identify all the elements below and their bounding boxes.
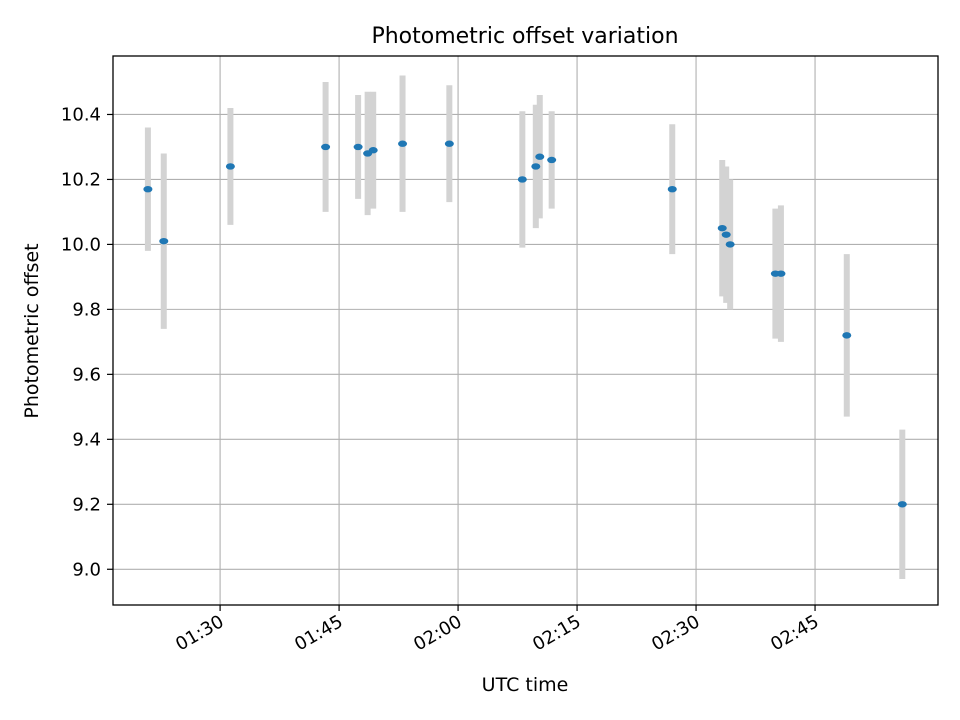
data-points — [143, 140, 907, 508]
data-point — [353, 143, 363, 151]
x-axis-label: UTC time — [482, 674, 569, 696]
data-point — [143, 185, 153, 193]
data-point — [517, 176, 527, 183]
data-point — [717, 224, 727, 232]
y-tick-label: 9.8 — [72, 299, 101, 320]
data-point — [159, 237, 169, 245]
data-point — [321, 143, 331, 151]
data-point — [725, 241, 735, 248]
y-tick-label: 9.4 — [72, 429, 101, 450]
data-point — [368, 147, 378, 154]
y-axis-label: Photometric offset — [21, 243, 43, 418]
data-point — [721, 231, 731, 238]
data-point — [398, 140, 408, 147]
data-point — [897, 501, 907, 508]
y-tick-label: 10.0 — [61, 234, 101, 255]
y-tick-label: 9.0 — [72, 559, 101, 580]
data-point — [547, 156, 557, 164]
data-point — [535, 153, 545, 160]
data-point — [531, 163, 541, 170]
data-point — [225, 163, 235, 170]
data-point — [444, 140, 454, 147]
data-point — [667, 185, 677, 193]
y-tick-label: 10.4 — [61, 104, 101, 125]
chart-title: Photometric offset variation — [371, 24, 678, 49]
y-tick-label: 9.2 — [72, 494, 101, 515]
y-tick-label: 10.2 — [61, 169, 101, 190]
data-point — [776, 270, 786, 277]
plot-frame — [112, 55, 939, 606]
data-point — [842, 332, 852, 339]
grid — [113, 56, 938, 605]
y-tick-label: 9.6 — [72, 364, 101, 385]
